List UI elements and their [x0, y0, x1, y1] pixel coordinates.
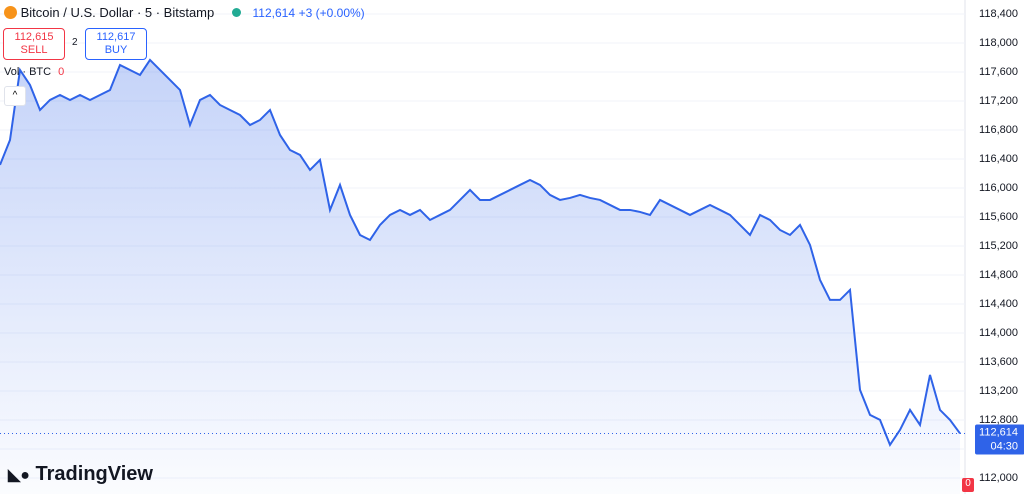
- volume-legend: Vol · BTC 0: [4, 66, 64, 78]
- y-tick-label: 116,800: [979, 124, 1018, 136]
- y-tick-label: 116,000: [979, 182, 1018, 194]
- header-change: +3 (+0.00%): [298, 6, 365, 20]
- area-fill: [0, 59, 960, 494]
- sell-button[interactable]: 112,615 SELL: [3, 28, 65, 60]
- sell-price: 112,615: [14, 31, 54, 43]
- y-tick-label: 113,600: [979, 356, 1018, 368]
- y-tick-label: 118,400: [979, 8, 1018, 20]
- price-line: [0, 58, 961, 447]
- last-price-label: 112,614: [979, 426, 1018, 438]
- header-price: 112,614: [252, 6, 296, 20]
- y-tick-label: 115,600: [979, 211, 1018, 223]
- y-tick-label: 112,800: [979, 414, 1018, 426]
- buy-price: 112,617: [96, 31, 136, 43]
- last-price-tag: [975, 424, 1024, 455]
- y-tick-label: 116,400: [979, 153, 1018, 165]
- sell-label: SELL: [20, 44, 48, 56]
- y-tick-label: 114,800: [979, 269, 1018, 281]
- y-tick-label: 114,000: [979, 327, 1018, 339]
- y-tick-label: 117,200: [979, 95, 1018, 107]
- y-tick-label: 115,200: [979, 240, 1018, 252]
- buy-label: BUY: [104, 44, 128, 56]
- symbol-title: Bitcoin / U.S. Dollar · 5 · Bitstamp: [20, 5, 215, 20]
- logo-mark: ◣●: [8, 467, 30, 484]
- y-tick-label: 117,600: [979, 66, 1018, 78]
- status-dot: [231, 8, 241, 17]
- y-tick-label: 114,400: [979, 298, 1018, 310]
- spread: 2: [72, 37, 78, 48]
- symbol-header: Bitcoin / U.S. Dollar · 5 · Bitstamp 112…: [4, 5, 365, 20]
- y-tick-label: 112,000: [979, 472, 1018, 484]
- y-tick-label: 118,000: [979, 37, 1018, 49]
- volume-label: Vol · BTC: [4, 66, 52, 78]
- alert-badge[interactable]: 0: [962, 478, 974, 492]
- countdown: 04:30: [990, 440, 1018, 452]
- volume-value: 0: [58, 66, 65, 78]
- buy-button[interactable]: 112,617 BUY: [85, 28, 147, 60]
- collapse-button[interactable]: ^: [4, 86, 26, 106]
- brand-name: TradingView: [35, 463, 153, 485]
- y-tick-label: 113,200: [979, 385, 1018, 397]
- brand-logo: ◣● TradingView: [8, 463, 153, 486]
- btc-icon: [4, 6, 17, 19]
